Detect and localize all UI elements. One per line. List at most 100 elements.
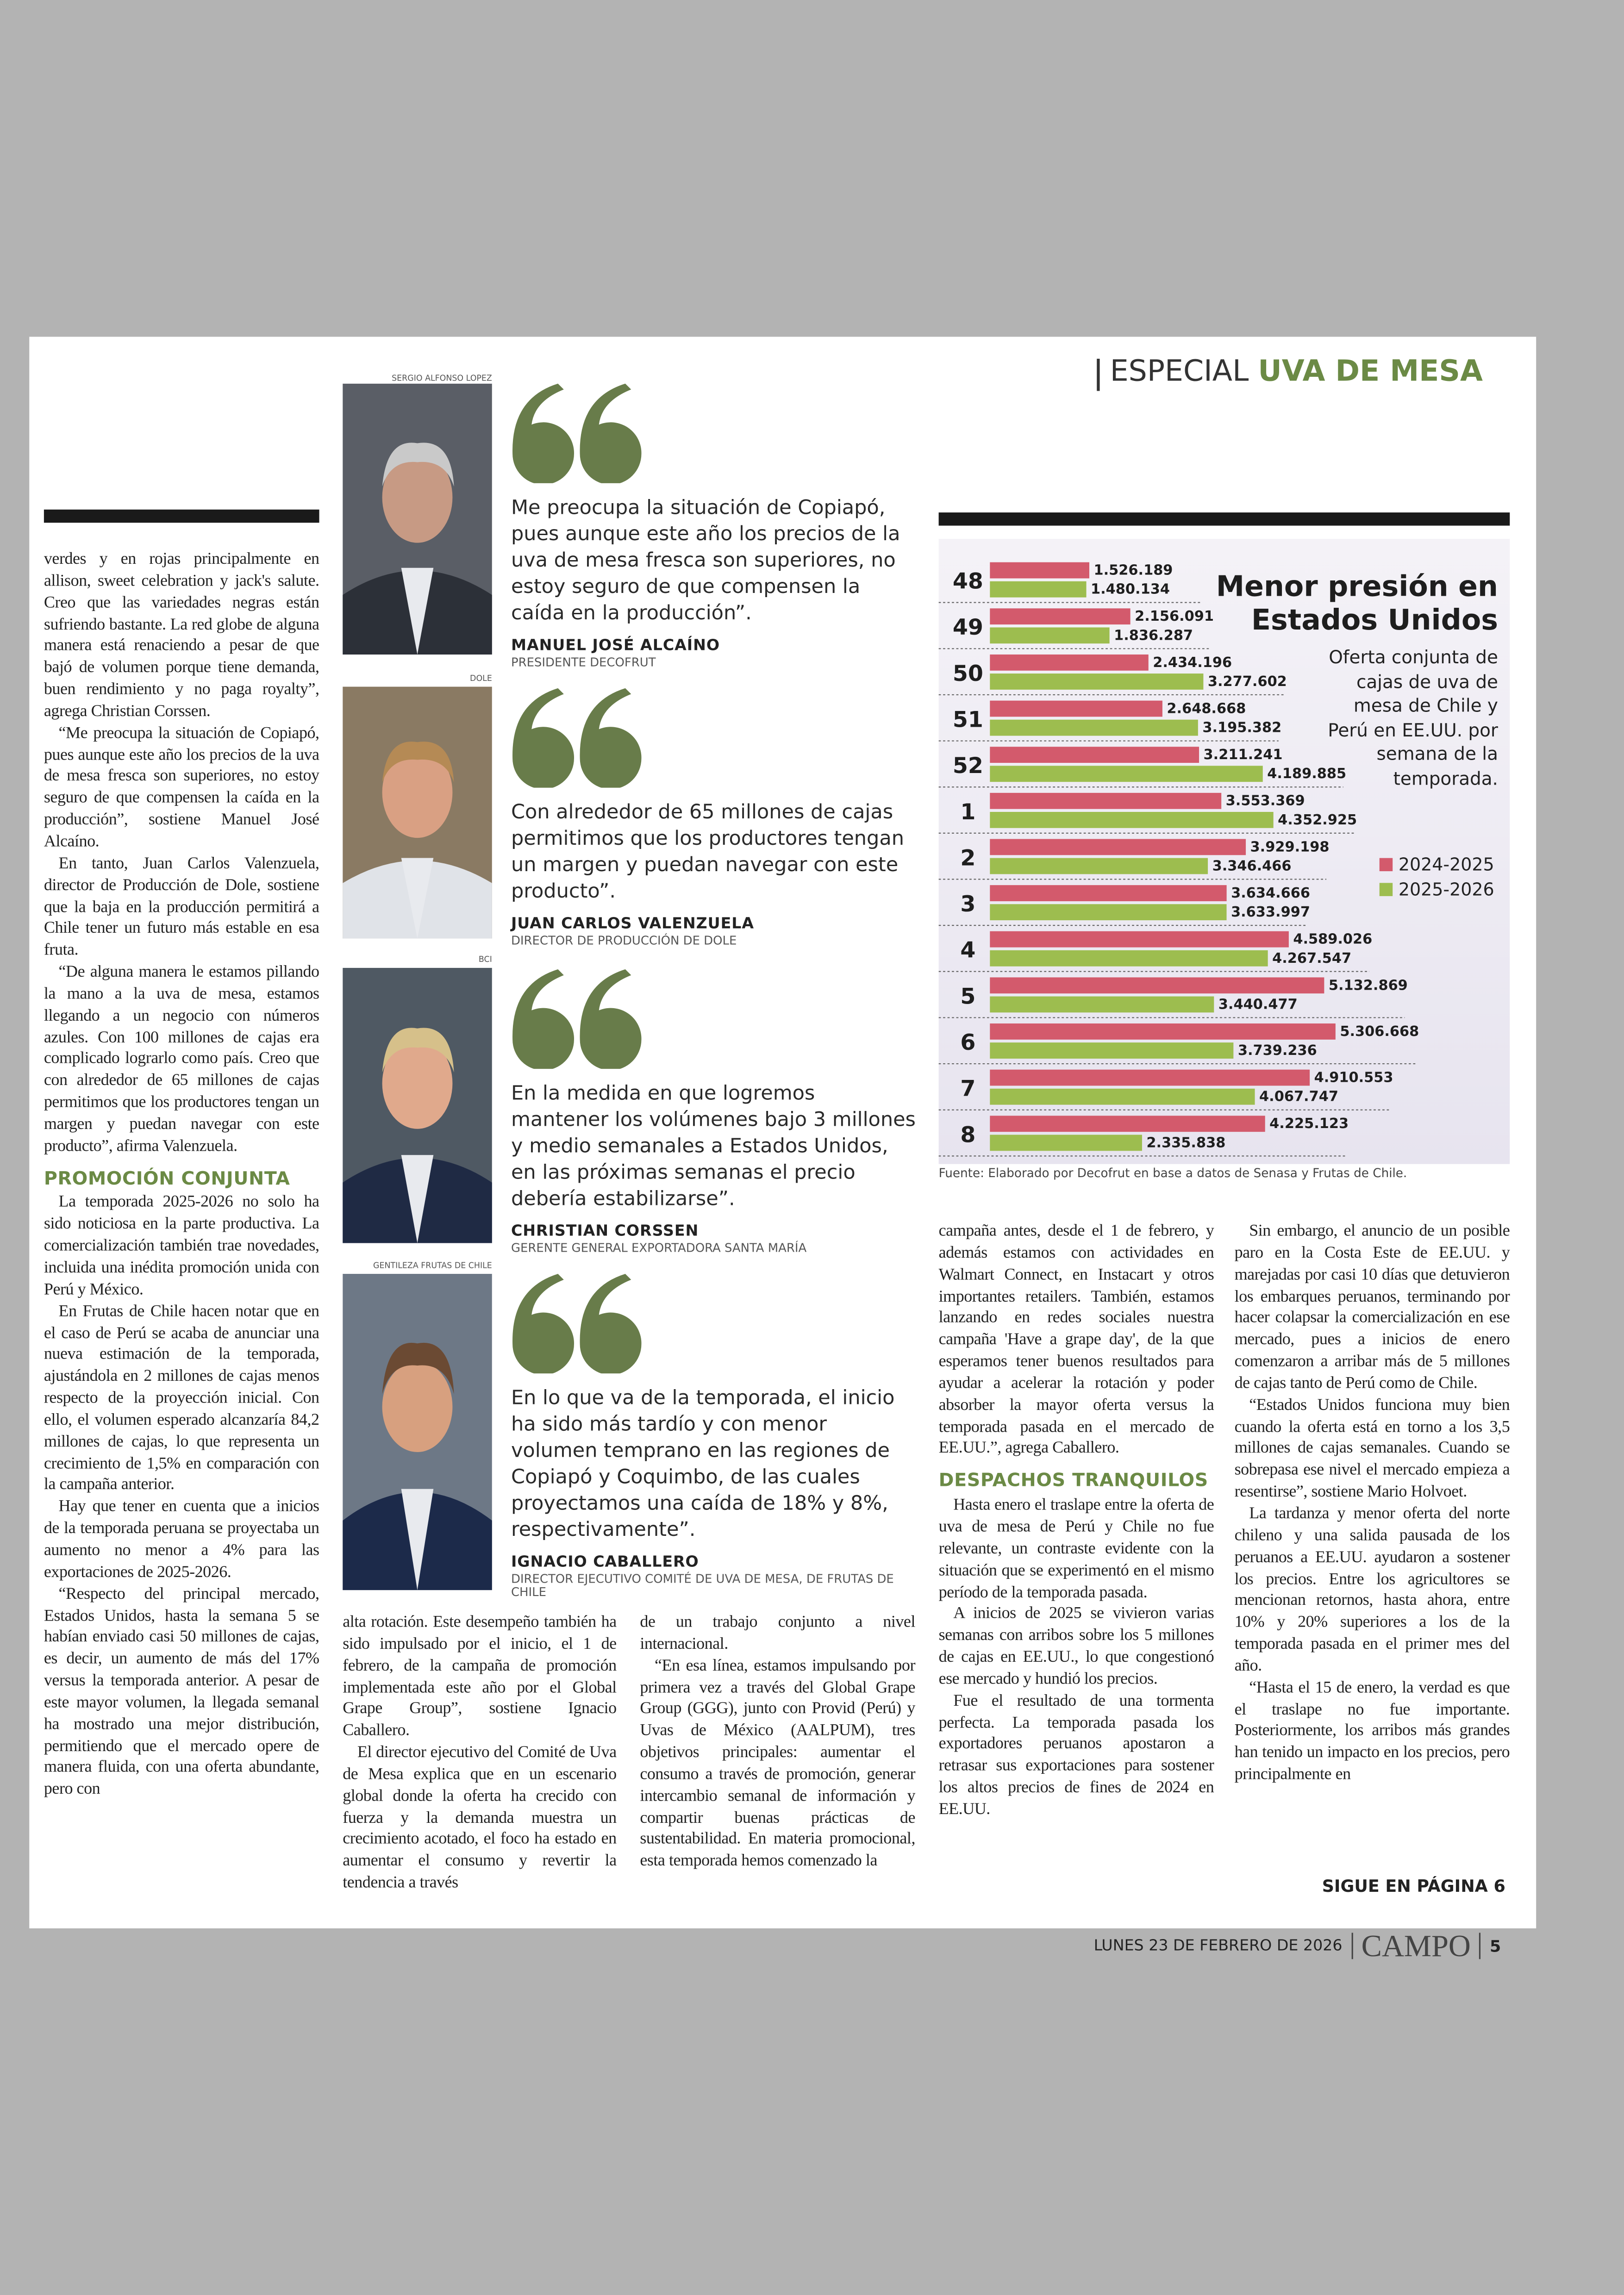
photo-credit: SERGIO ALFONSO LOPEZ (392, 374, 492, 384)
footer-section: CAMPO (1361, 1927, 1471, 1963)
chart-subtitle: Oferta conjunta de cajas de uva de mesa … (1328, 647, 1498, 789)
value-label: 3.440.477 (1218, 996, 1298, 1012)
category-label: 50 (953, 661, 983, 686)
legend-swatch (1379, 883, 1393, 896)
value-label: 3.929.198 (1250, 839, 1330, 855)
portrait-hair (382, 742, 454, 783)
value-label: 4.067.747 (1259, 1089, 1338, 1105)
bar (990, 1088, 1255, 1105)
category-label: 2 (960, 845, 975, 871)
quote-role: DIRECTOR DE PRODUCCIÓN DE DOLE (511, 932, 737, 948)
value-label: 4.352.925 (1278, 812, 1357, 828)
quote-glyph (580, 1273, 642, 1375)
section-topic: UVA DE MESA (1258, 353, 1483, 388)
bar (990, 1116, 1265, 1132)
value-label: 1.480.134 (1091, 581, 1170, 598)
bar (990, 792, 1222, 809)
quote-text: Con alrededor de 65 millones de cajas pe… (511, 801, 904, 904)
chart-source: Fuente: Elaborado por Decofrut en base a… (938, 1165, 1407, 1180)
photo-credit: GENTILEZA FRUTAS DE CHILE (373, 1262, 492, 1271)
bar (990, 904, 1227, 921)
quote-mark (512, 383, 642, 485)
quote-glyph (512, 383, 575, 485)
photo-credit: DOLE (470, 675, 492, 684)
quote-block: Con alrededor de 65 millones de cajas pe… (511, 688, 918, 948)
legend-label: 2024-2025 (1399, 854, 1494, 875)
portrait-head (382, 1361, 453, 1453)
chart-rule (938, 512, 1510, 526)
paragraph: “Me preocupa la situación de Copiapó, pu… (44, 724, 319, 851)
section-heading: PROMOCIÓN CONJUNTA (44, 1166, 290, 1189)
column-rule (44, 509, 319, 523)
quote-mark (512, 969, 642, 1071)
footer-divider (1351, 1933, 1353, 1959)
paragraph: alta rotación. Este desempeño también ha… (343, 1613, 617, 1740)
paragraph: Hasta enero el traslape entre la oferta … (938, 1497, 1214, 1601)
category-label: 5 (960, 984, 975, 1009)
value-label: 3.277.602 (1208, 674, 1287, 690)
footer-date: LUNES 23 DE FEBRERO DE 2026 (1093, 1937, 1343, 1955)
category-label: 6 (960, 1030, 975, 1055)
bar (990, 950, 1268, 967)
value-label: 2.434.196 (1153, 655, 1232, 671)
value-label: 2.156.091 (1135, 608, 1214, 624)
quote-glyph (580, 383, 642, 485)
portrait-head (382, 747, 453, 838)
quote-block: En la medida en que logremos mantener lo… (511, 969, 918, 1255)
text-column: verdes y en rojas principalmente en alli… (44, 549, 319, 1801)
value-label: 3.553.369 (1226, 793, 1305, 809)
paragraph: En tanto, Juan Carlos Valenzuela, direct… (44, 854, 319, 960)
portrait-hair (382, 443, 454, 487)
quote-author: JUAN CARLOS VALENZUELA (511, 915, 754, 933)
paragraph: verdes y en rojas principalmente en alli… (44, 550, 319, 720)
bar (990, 1023, 1336, 1040)
quote-glyph (580, 969, 642, 1071)
value-label: 4.267.547 (1272, 950, 1351, 967)
quote-mark (512, 1273, 642, 1375)
portrait-shirt (401, 858, 434, 939)
bar (990, 747, 1199, 763)
quote-role: GERENTE GENERAL EXPORTADORA SANTA MARÍA (511, 1240, 807, 1255)
category-label: 4 (960, 938, 975, 963)
quote-mark (512, 688, 642, 789)
bar (990, 608, 1131, 625)
quote-glyph (512, 688, 575, 789)
paragraph: El director ejecutivo del Comité de Uva … (343, 1744, 617, 1892)
paragraph: En Frutas de Chile hacen notar que en el… (44, 1303, 319, 1494)
value-label: 4.910.553 (1314, 1070, 1393, 1086)
bar (990, 719, 1198, 736)
portrait-hair (382, 1028, 454, 1073)
bar (990, 858, 1208, 874)
paragraph: Fue el resultado de una tormenta perfect… (938, 1692, 1214, 1819)
text-column: campaña antes, desde el 1 de febrero, y … (939, 1221, 1214, 1821)
category-label: 51 (953, 707, 983, 733)
bar (990, 811, 1274, 828)
quote-glyph (512, 969, 575, 1071)
text-column: alta rotación. Este desempeño también ha… (343, 1612, 617, 1895)
portrait (343, 967, 492, 1243)
portrait (343, 1273, 492, 1590)
value-label: 3.211.241 (1204, 747, 1283, 763)
paragraph: de un trabajo conjunto a nivel internaci… (640, 1613, 915, 1653)
paragraph: Sin embargo, el anuncio de un posible pa… (1234, 1222, 1510, 1392)
quote-block: En lo que va de la temporada, el inicio … (511, 1273, 918, 1599)
continued-note: SIGUE EN PÁGINA 6 (1322, 1876, 1505, 1896)
portrait (343, 383, 492, 655)
value-label: 1.526.189 (1094, 562, 1173, 579)
category-label: 52 (953, 753, 983, 779)
photo-credit: BCI (478, 956, 492, 965)
bar (990, 931, 1289, 948)
footer-divider (1479, 1933, 1481, 1959)
bar (990, 581, 1087, 598)
portrait-head (382, 452, 453, 543)
portrait-hair (382, 1342, 454, 1394)
value-label: 4.225.123 (1269, 1116, 1349, 1132)
value-label: 4.189.885 (1267, 766, 1346, 782)
bar (990, 562, 1090, 579)
quote-text: En la medida en que logremos mantener lo… (511, 1082, 916, 1211)
quote-author: MANUEL JOSÉ ALCAÍNO (511, 636, 720, 655)
quote-glyph (580, 688, 642, 789)
value-label: 3.633.997 (1231, 904, 1310, 920)
